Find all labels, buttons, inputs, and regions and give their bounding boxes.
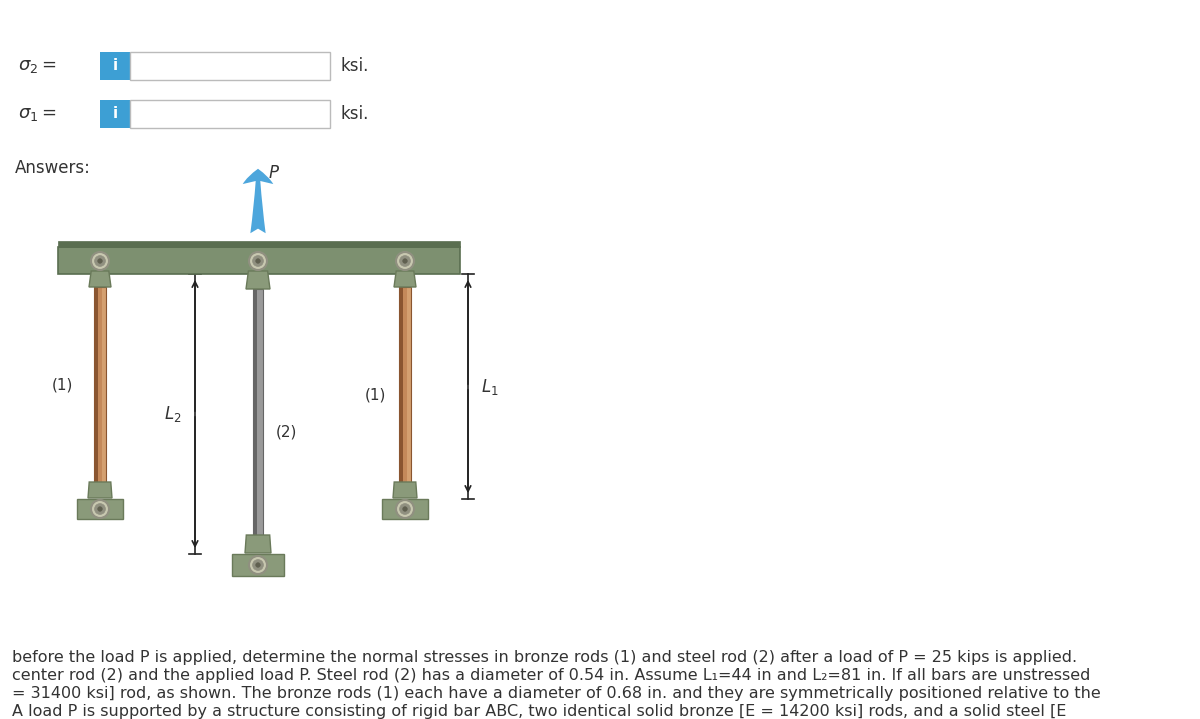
Text: ksi.: ksi. [340, 105, 368, 123]
Bar [94, 287, 98, 482]
Polygon shape [88, 482, 112, 498]
Bar [253, 289, 263, 535]
Text: i: i [113, 106, 118, 122]
Circle shape [97, 507, 102, 511]
Text: (2): (2) [276, 424, 298, 439]
Polygon shape [89, 271, 112, 287]
Circle shape [250, 556, 266, 574]
Circle shape [403, 507, 407, 511]
Text: (1): (1) [365, 388, 385, 403]
Text: center rod (2) and the applied load P. Steel rod (2) has a diameter of 0.54 in. : center rod (2) and the applied load P. S… [12, 668, 1091, 683]
Circle shape [91, 500, 109, 518]
Bar [253, 289, 257, 535]
Text: Answers:: Answers: [14, 159, 91, 177]
Circle shape [95, 503, 106, 514]
Circle shape [253, 559, 264, 570]
Text: ksi.: ksi. [340, 57, 368, 75]
Circle shape [396, 252, 414, 270]
Bar [408, 287, 410, 482]
Polygon shape [394, 271, 416, 287]
Circle shape [95, 255, 106, 267]
Circle shape [253, 255, 264, 267]
Circle shape [256, 563, 260, 567]
Circle shape [403, 259, 407, 263]
Bar [98, 287, 102, 482]
Text: B: B [270, 254, 281, 268]
Text: (1): (1) [52, 377, 73, 393]
Circle shape [256, 259, 260, 263]
Text: $\sigma_2 =$: $\sigma_2 =$ [18, 57, 56, 75]
Text: $P$: $P$ [268, 164, 280, 182]
Polygon shape [394, 482, 418, 498]
Circle shape [400, 503, 410, 514]
Bar [58, 241, 460, 247]
Polygon shape [246, 271, 270, 289]
Text: $L_2$: $L_2$ [164, 404, 181, 424]
Bar [102, 287, 106, 482]
Bar [257, 289, 263, 535]
Text: C: C [407, 254, 418, 268]
Bar [382, 499, 428, 519]
Bar [398, 287, 410, 482]
Text: $L_1$: $L_1$ [481, 377, 499, 397]
Text: A load P is supported by a structure consisting of rigid bar ABC, two identical : A load P is supported by a structure con… [12, 704, 1067, 719]
Text: = 31400 ksi] rod, as shown. The bronze rods (1) each have a diameter of 0.68 in.: = 31400 ksi] rod, as shown. The bronze r… [12, 686, 1100, 701]
Bar [130, 100, 330, 128]
Bar [403, 287, 408, 482]
Circle shape [400, 255, 410, 267]
Circle shape [97, 259, 102, 263]
Bar [232, 554, 284, 576]
Circle shape [250, 252, 266, 270]
Bar [398, 287, 403, 482]
Text: before the load P is applied, determine the normal stresses in bronze rods (1) a: before the load P is applied, determine … [12, 650, 1078, 665]
Bar [77, 499, 124, 519]
Text: $\sigma_1 =$: $\sigma_1 =$ [18, 105, 56, 123]
Circle shape [396, 500, 414, 518]
Circle shape [91, 252, 109, 270]
Bar [58, 247, 460, 274]
Text: i: i [113, 58, 118, 73]
Bar [100, 100, 130, 128]
Text: A: A [112, 254, 122, 268]
Bar [130, 52, 330, 80]
Bar [100, 52, 130, 80]
Bar [94, 287, 106, 482]
Polygon shape [245, 535, 271, 553]
